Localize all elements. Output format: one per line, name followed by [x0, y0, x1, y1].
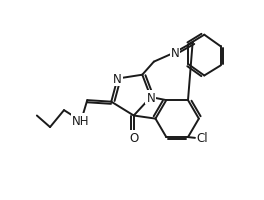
- Text: N: N: [113, 73, 122, 86]
- Text: Cl: Cl: [197, 132, 208, 145]
- Text: NH: NH: [72, 115, 90, 128]
- Text: N: N: [147, 91, 155, 104]
- Text: O: O: [129, 131, 138, 144]
- Text: N: N: [171, 47, 179, 60]
